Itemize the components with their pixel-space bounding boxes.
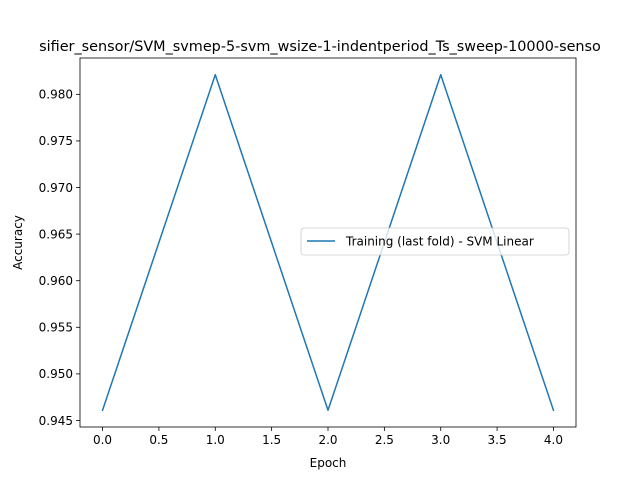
legend-box (300, 227, 570, 256)
plot-frame (79, 57, 577, 428)
x-axis-label: Epoch (310, 456, 347, 470)
y-tick-label: 0.960 (39, 274, 73, 288)
legend-entry-label: Training (last fold) - SVM Linear (345, 235, 534, 249)
x-tick-label: 1.0 (206, 433, 225, 447)
y-axis-label: Accuracy (11, 215, 25, 270)
x-tick-label: 4.0 (544, 433, 563, 447)
x-tick-label: 0.5 (149, 433, 168, 447)
x-tick-label: 2.0 (318, 433, 337, 447)
x-tick-label: 2.5 (375, 433, 394, 447)
y-axis: 0.945 0.950 0.955 0.960 0.965 0.970 0.975 0.980 (39, 88, 80, 428)
x-axis: 0.0 0.5 1.0 1.5 2.0 2.5 3.0 3.5 4.0 (93, 427, 563, 447)
x-tick-label: 0.0 (93, 433, 112, 447)
y-tick-label: 0.945 (39, 414, 73, 428)
chart-title: sifier_sensor/SVM_svmep-5-svm_wsize-1-in… (39, 39, 601, 55)
x-tick-label: 3.5 (488, 433, 507, 447)
x-tick-label: 1.5 (262, 433, 281, 447)
y-tick-label: 0.955 (39, 321, 73, 335)
series-layer (101, 74, 555, 412)
y-tick-label: 0.970 (39, 181, 73, 195)
legend: Training (last fold) - SVM Linear (300, 227, 570, 256)
y-tick-label: 0.980 (39, 88, 73, 102)
y-tick-label: 0.975 (39, 134, 73, 148)
y-tick-label: 0.950 (39, 367, 73, 381)
series-line (101, 74, 555, 412)
x-tick-label: 3.0 (431, 433, 450, 447)
y-tick-label: 0.965 (39, 227, 73, 241)
